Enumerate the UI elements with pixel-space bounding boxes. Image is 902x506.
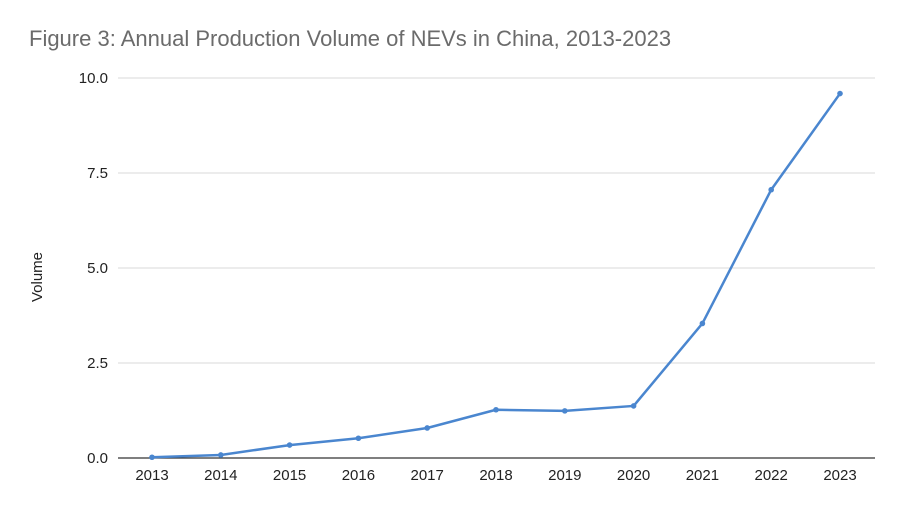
data-series	[149, 90, 843, 461]
data-point	[218, 452, 224, 458]
data-point	[149, 454, 155, 461]
x-tick-label: 2021	[686, 467, 719, 484]
x-tick-label: 2015	[273, 467, 306, 484]
x-tick-label: 2013	[135, 467, 168, 484]
grid-lines	[118, 77, 875, 364]
data-point	[493, 406, 499, 413]
x-tick-label: 2022	[755, 467, 788, 484]
y-tick-labels: 0.0 2.5 5.0 7.5 10.0	[79, 70, 108, 467]
series-line	[150, 92, 842, 459]
data-point	[355, 435, 362, 442]
data-point	[286, 442, 293, 448]
data-point	[768, 186, 774, 193]
data-point	[699, 320, 706, 327]
x-tick-label: 2014	[204, 467, 237, 484]
x-tick-label: 2023	[823, 467, 856, 484]
x-tick-label: 2016	[342, 467, 375, 484]
y-tick-label: 7.5	[87, 165, 108, 182]
y-tick-label: 0.0	[87, 450, 108, 467]
data-point	[837, 90, 843, 97]
x-tick-label: 2018	[479, 467, 512, 484]
x-tick-label: 2017	[411, 467, 444, 484]
x-tick-label: 2020	[617, 467, 650, 484]
data-point	[562, 408, 568, 414]
data-point	[424, 425, 431, 431]
chart-title: Figure 3: Annual Production Volume of NE…	[29, 26, 672, 51]
y-tick-label: 10.0	[79, 70, 108, 87]
y-axis-label: Volume	[29, 252, 46, 302]
data-point	[630, 403, 637, 409]
y-tick-label: 5.0	[87, 260, 108, 277]
x-tick-label: 2019	[548, 467, 581, 484]
x-tick-labels: 2013 2014 2015 2016 2017 2018 2019 2020 2021 2022…	[135, 467, 856, 484]
y-tick-label: 2.5	[87, 355, 108, 372]
